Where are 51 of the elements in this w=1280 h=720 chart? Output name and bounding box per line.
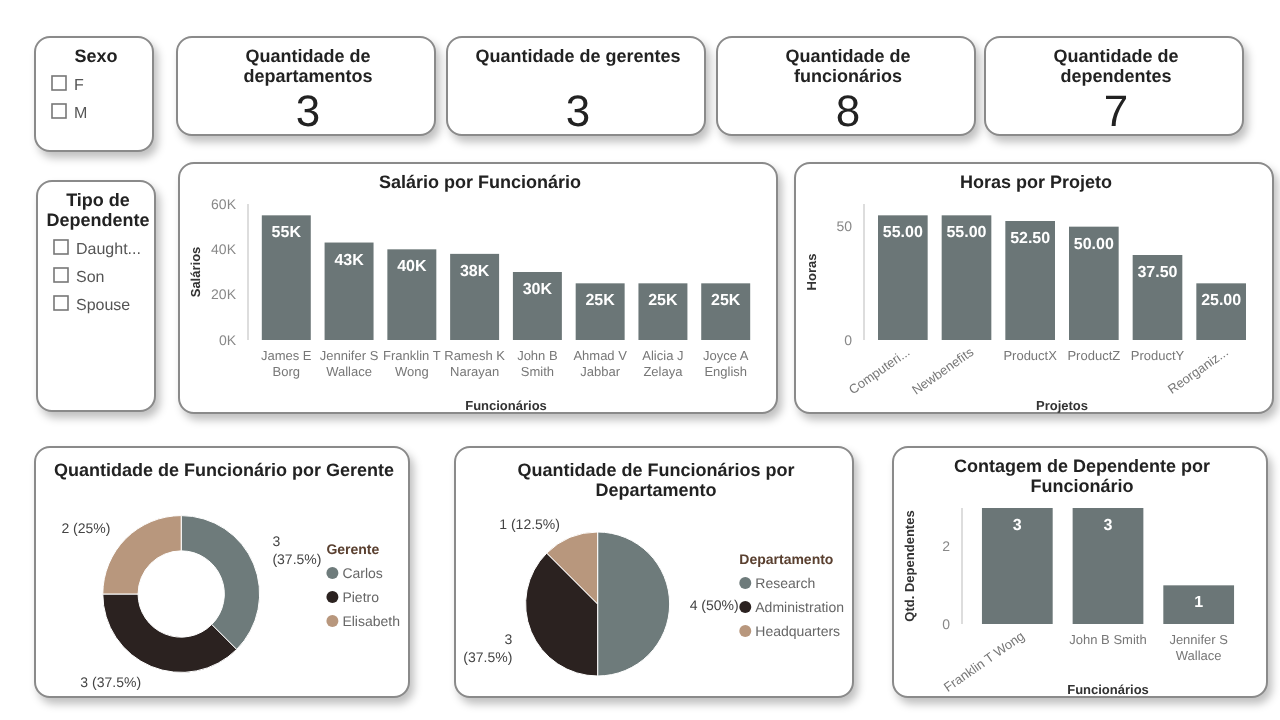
bar: [941, 215, 992, 340]
category-label: M: [74, 104, 88, 122]
bar: [324, 242, 374, 340]
data-label: 25K: [648, 291, 679, 310]
chart-title: Quantidade de Funcionário por Gerente: [53, 460, 395, 480]
data-label: 40K: [397, 257, 427, 276]
chart-title: Horas por Projeto: [959, 172, 1114, 192]
category-label: Spouse: [76, 296, 132, 314]
bar: [1069, 226, 1119, 340]
text: Quantidade de dependentes: [1053, 46, 1179, 86]
chart-title: Salário por Funcionário: [378, 172, 583, 192]
data-label: 55.00: [946, 223, 988, 242]
text: Quantidade de gerentes: [475, 46, 681, 66]
data-label: 3: [1103, 516, 1114, 534]
data-label: 25K: [711, 291, 741, 310]
bar: [878, 215, 928, 340]
category-label: F: [74, 76, 84, 94]
bar: [575, 283, 625, 340]
text: Sexo: [74, 46, 119, 66]
text: Quantidade de funcionários: [785, 46, 911, 86]
data-label: 3: [565, 86, 591, 136]
data-label: 8: [835, 86, 861, 136]
bar: [387, 249, 437, 340]
bar: [261, 215, 311, 340]
data-label: 1: [1194, 593, 1205, 612]
data-label: 25.00: [1201, 291, 1243, 310]
category-label: Son: [76, 268, 105, 286]
data-label: 37.50: [1137, 263, 1179, 281]
chart-title: Quantidade de Funcionários por Departamento: [517, 460, 796, 500]
bar: [1132, 255, 1183, 340]
bar: [1005, 221, 1055, 340]
data-label: 30K: [522, 280, 553, 298]
data-label: 3: [295, 86, 321, 136]
data-label: 38K: [459, 261, 490, 280]
data-label: 3: [1012, 516, 1023, 534]
data-label: 52.50: [1010, 229, 1052, 247]
category-label: Daught...: [76, 240, 141, 258]
data-label: 43K: [334, 250, 365, 269]
data-label: 55K: [271, 223, 302, 242]
bar: [1196, 283, 1246, 340]
data-label: 50.00: [1073, 234, 1115, 253]
bar: [450, 253, 500, 340]
bar: [512, 272, 562, 340]
data-label: 25K: [585, 291, 616, 310]
data-label: 7: [1103, 86, 1129, 136]
data-label: 55.00: [882, 223, 924, 242]
bar: [638, 283, 688, 340]
bar: [701, 283, 751, 340]
chart-title: Contagem de Dependente por Funcionário: [953, 456, 1211, 496]
text: Quantidade de departamentos: [243, 46, 373, 86]
text: Tipo de Dependente: [46, 190, 150, 230]
